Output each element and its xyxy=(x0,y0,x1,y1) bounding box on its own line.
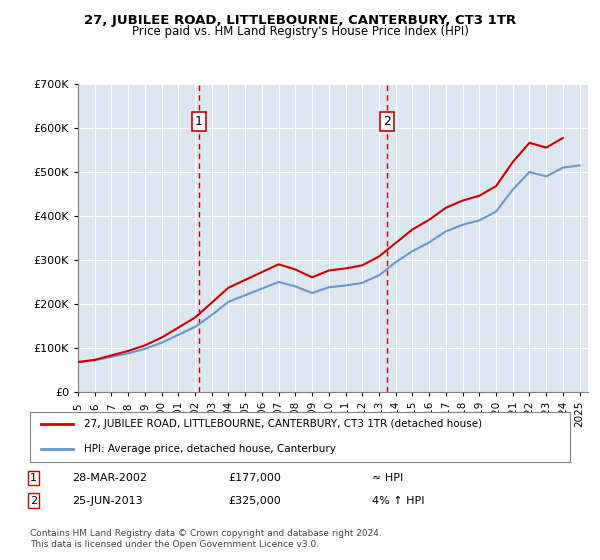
Text: ≈ HPI: ≈ HPI xyxy=(372,473,403,483)
Text: 27, JUBILEE ROAD, LITTLEBOURNE, CANTERBURY, CT3 1TR: 27, JUBILEE ROAD, LITTLEBOURNE, CANTERBU… xyxy=(84,14,516,27)
Text: 1: 1 xyxy=(195,115,203,128)
Text: £177,000: £177,000 xyxy=(228,473,281,483)
Text: 25-JUN-2013: 25-JUN-2013 xyxy=(72,496,143,506)
Text: 1: 1 xyxy=(30,473,37,483)
Text: Price paid vs. HM Land Registry's House Price Index (HPI): Price paid vs. HM Land Registry's House … xyxy=(131,25,469,38)
Text: 2: 2 xyxy=(383,115,391,128)
Text: 27, JUBILEE ROAD, LITTLEBOURNE, CANTERBURY, CT3 1TR (detached house): 27, JUBILEE ROAD, LITTLEBOURNE, CANTERBU… xyxy=(84,419,482,429)
Text: HPI: Average price, detached house, Canterbury: HPI: Average price, detached house, Cant… xyxy=(84,445,336,454)
Text: This data is licensed under the Open Government Licence v3.0.: This data is licensed under the Open Gov… xyxy=(30,540,319,549)
Text: £325,000: £325,000 xyxy=(228,496,281,506)
Text: 4% ↑ HPI: 4% ↑ HPI xyxy=(372,496,425,506)
Text: 28-MAR-2002: 28-MAR-2002 xyxy=(72,473,147,483)
Text: Contains HM Land Registry data © Crown copyright and database right 2024.: Contains HM Land Registry data © Crown c… xyxy=(30,529,382,538)
Text: 2: 2 xyxy=(30,496,37,506)
